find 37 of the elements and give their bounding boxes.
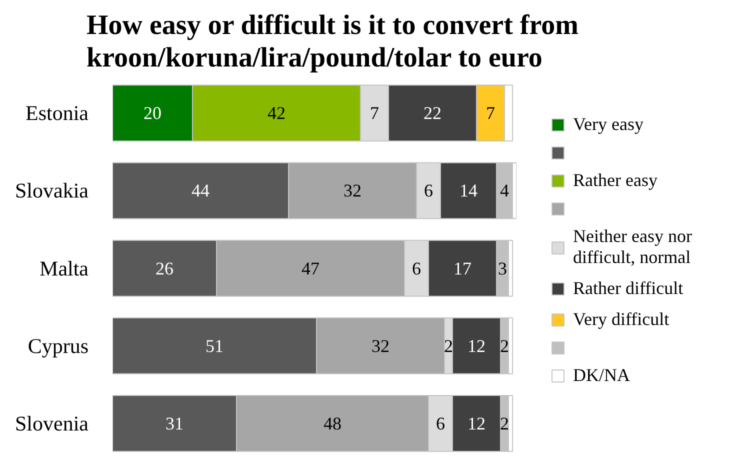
data-label: 22 (424, 103, 442, 124)
data-label: 2 (444, 336, 453, 356)
data-label: 17 (454, 258, 472, 278)
data-label: 4 (500, 180, 509, 201)
legend-label: Very difficult (573, 309, 670, 330)
data-label: 7 (486, 103, 495, 124)
legend-label: Rather easy (573, 170, 658, 191)
y-tick-label: Slovakia (15, 178, 90, 203)
data-label: 32 (372, 336, 390, 356)
legend-label: DK/NA (573, 365, 630, 386)
data-label: 42 (268, 103, 286, 124)
data-label: 12 (468, 336, 486, 356)
data-label: 3 (498, 258, 507, 278)
data-label: 26 (156, 258, 174, 278)
legend-label: Very easy (573, 114, 644, 135)
data-label: 6 (436, 413, 445, 434)
data-label: 6 (424, 180, 433, 201)
data-label: 7 (370, 103, 379, 124)
data-label: 31 (166, 413, 184, 434)
data-label: 2 (500, 336, 509, 356)
y-tick-label: Cyprus (28, 334, 89, 358)
legend-label: Rather difficult (573, 278, 684, 299)
data-label: 14 (460, 180, 478, 201)
data-label: 47 (302, 258, 320, 278)
y-tick-label: Slovenia (15, 411, 90, 436)
data-label: 44 (192, 180, 210, 201)
data-label: 2 (500, 413, 509, 434)
data-label: 32 (344, 180, 362, 201)
data-label: 20 (144, 103, 162, 124)
y-tick-label: Estonia (26, 101, 90, 126)
chart-title: How easy or difficult is it to convert from kroon/koruna/lira/pound/tolar to euro (86, 10, 578, 74)
y-tick-label: Malta (40, 256, 90, 280)
data-label: 12 (468, 413, 486, 434)
data-label: 48 (324, 413, 342, 434)
data-label: 6 (412, 258, 421, 278)
data-label: 51 (206, 336, 224, 356)
legend-label: Neither easy nor difficult, normal (573, 226, 692, 268)
